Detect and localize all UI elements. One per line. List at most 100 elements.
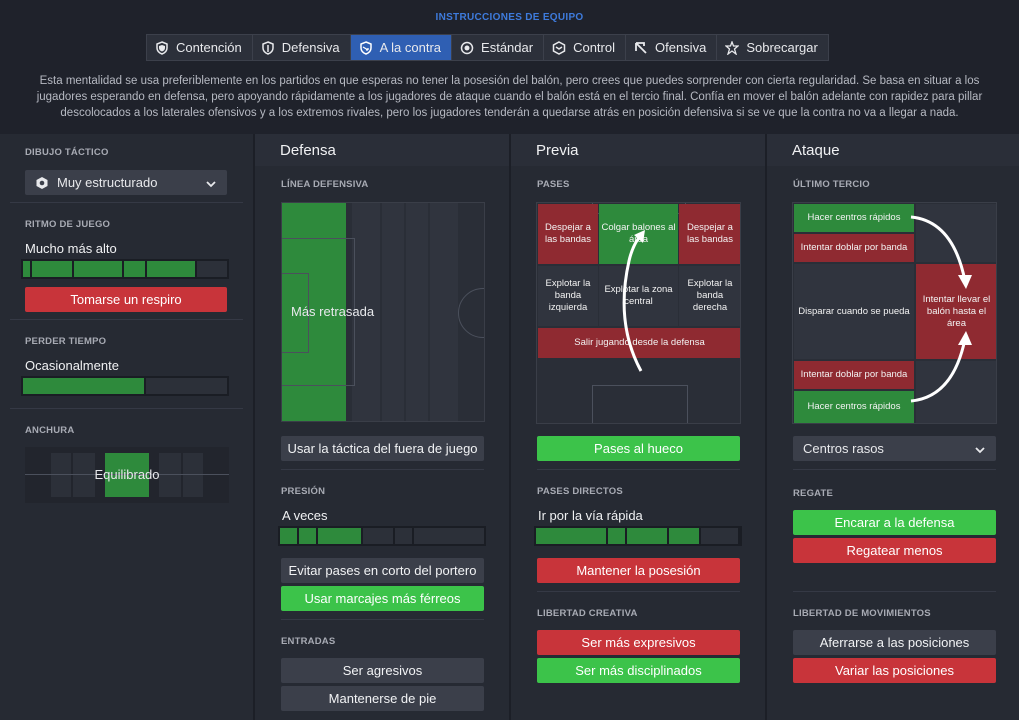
bar-segment [280,528,297,544]
balanced-icon [460,41,474,55]
tab-label: A la contra [379,40,442,55]
control-icon [552,40,566,55]
zone-exploit-left[interactable]: Explotar la banda izquierda [538,266,598,326]
mentality-description: Esta mentalidad se usa preferiblemente e… [36,75,983,119]
formation-label: DIBUJO TÁCTICO [25,147,109,158]
zone-early-cross-top[interactable]: Hacer centros rápidos [794,204,914,232]
tab-sobrecargar[interactable]: Sobrecargar [717,35,828,60]
zone-exploit-middle[interactable]: Explotar la zona central [599,266,678,326]
dribbling-label: REGATE [793,488,834,499]
aggressive-button[interactable]: Ser agresivos [281,658,484,683]
bar-segment [298,528,316,544]
formation-value: Muy estructurado [57,175,158,190]
tab-label: Ofensiva [655,40,707,55]
buildup-title: Previa [511,134,765,166]
avoid-gk-short-button[interactable]: Evitar pases en corto del portero [281,558,484,583]
divider [10,408,243,409]
bar-segment [23,378,144,394]
hold-position-button[interactable]: Aferrarse a las posiciones [793,630,996,655]
crossing-value: Centros rasos [803,441,884,456]
mentality-tabs: Contención Defensiva A la contra Estánda… [146,34,829,61]
timewasting-label: PERDER TIEMPO [25,336,107,347]
zone-exploit-right[interactable]: Explotar la banda derecha [679,266,740,326]
tighter-marking-button[interactable]: Usar marcajes más férreos [281,586,484,611]
tab-contencion[interactable]: Contención [147,35,253,60]
shield-icon [261,40,275,55]
bar-segment [197,261,227,277]
tab-label: Contención [176,40,242,55]
bar-segment [608,528,625,544]
width-value: Equilibrado [94,467,160,482]
divider [10,202,243,203]
chevron-down-icon [205,177,217,192]
line-value: Más retrasada [291,304,375,319]
bar-segment [146,378,227,394]
bar-segment [627,528,667,544]
empty-zone [916,361,996,423]
bar-segment [536,528,606,544]
attack-arrow-icon [634,41,648,55]
zone-clear-right[interactable]: Despejar a las bandas [679,204,740,264]
work-ball-arrows [910,215,972,403]
press-value: A veces [282,508,328,523]
tempo-bar[interactable] [21,259,229,279]
formation-dropdown[interactable]: Muy estructurado [25,170,227,195]
width-selected-segment [105,453,149,497]
bar-segment [146,261,196,277]
retain-possession-button[interactable]: Mantener la posesión [537,558,740,583]
width-centerline [25,474,229,475]
defensive-line-pitch[interactable]: Más retrasada [281,202,485,422]
passes-pitch[interactable]: Despejar a las bandas Colgar balones al … [536,202,741,424]
press-bar[interactable] [278,526,486,546]
stay-on-feet-button[interactable]: Mantenerse de pie [281,686,484,711]
selected-line-zone [282,203,346,421]
width-segment [51,453,71,497]
tempo-label: RITMO DE JUEGO [25,219,111,230]
tab-defensiva[interactable]: Defensiva [253,35,351,60]
width-label: ANCHURA [25,425,75,436]
tab-ofensiva[interactable]: Ofensiva [626,35,718,60]
tab-label: Defensiva [281,40,340,55]
zone-early-cross-bottom[interactable]: Hacer centros rápidos [794,391,914,423]
zone-clear-left[interactable]: Despejar a las bandas [538,204,598,264]
run-at-defence-button[interactable]: Encarar a la defensa [793,510,996,535]
crossing-dropdown[interactable]: Centros rasos [793,436,996,461]
more-expressive-button[interactable]: Ser más expresivos [537,630,740,655]
width-diagram[interactable]: Equilibrado [25,447,229,503]
zone-overlap-top[interactable]: Intentar doblar por banda [794,234,914,262]
width-segment [159,453,181,497]
line-zone [352,203,380,421]
pitch-line [458,288,484,338]
pitch-line [592,385,688,423]
defense-title: Defensa [255,134,509,166]
line-zone [382,203,404,421]
timewasting-bar[interactable] [21,376,229,396]
header-title: INSTRUCCIONES DE EQUIPO [435,12,584,23]
line-zone [430,203,458,421]
through-balls-button[interactable]: Pases al hueco [537,436,740,461]
directness-label: PASES DIRECTOS [537,486,623,497]
tab-control[interactable]: Control [544,35,626,60]
zone-overlap-bottom[interactable]: Intentar doblar por banda [794,361,914,389]
bar-segment [394,528,412,544]
take-breath-button[interactable]: Tomarse un respiro [25,287,227,312]
zone-work-ball[interactable]: Intentar llevar el balón hasta el área [916,264,996,359]
zone-shoot[interactable]: Disparar cuando se pueda [794,264,914,359]
chevron-down-icon [974,443,986,458]
tab-a-la-contra[interactable]: A la contra [350,35,453,60]
divider [793,469,996,470]
roam-button[interactable]: Variar las posiciones [793,658,996,683]
offside-trap-button[interactable]: Usar la táctica del fuera de juego [281,436,484,461]
final-third-pitch[interactable]: Hacer centros rápidos Intentar doblar po… [792,202,997,424]
press-label: PRESIÓN [281,486,326,497]
bar-segment [124,261,145,277]
zone-play-out[interactable]: Salir jugando desde la defensa [538,328,740,358]
tab-estandar[interactable]: Estándar [452,35,545,60]
divider [537,469,740,470]
divider [10,319,243,320]
directness-bar[interactable] [534,526,742,546]
more-disciplined-button[interactable]: Ser más disciplinados [537,658,740,683]
dribble-less-button[interactable]: Regatear menos [793,538,996,563]
attack-title: Ataque [767,134,1019,166]
final-third-label: ÚLTIMO TERCIO [793,179,870,190]
